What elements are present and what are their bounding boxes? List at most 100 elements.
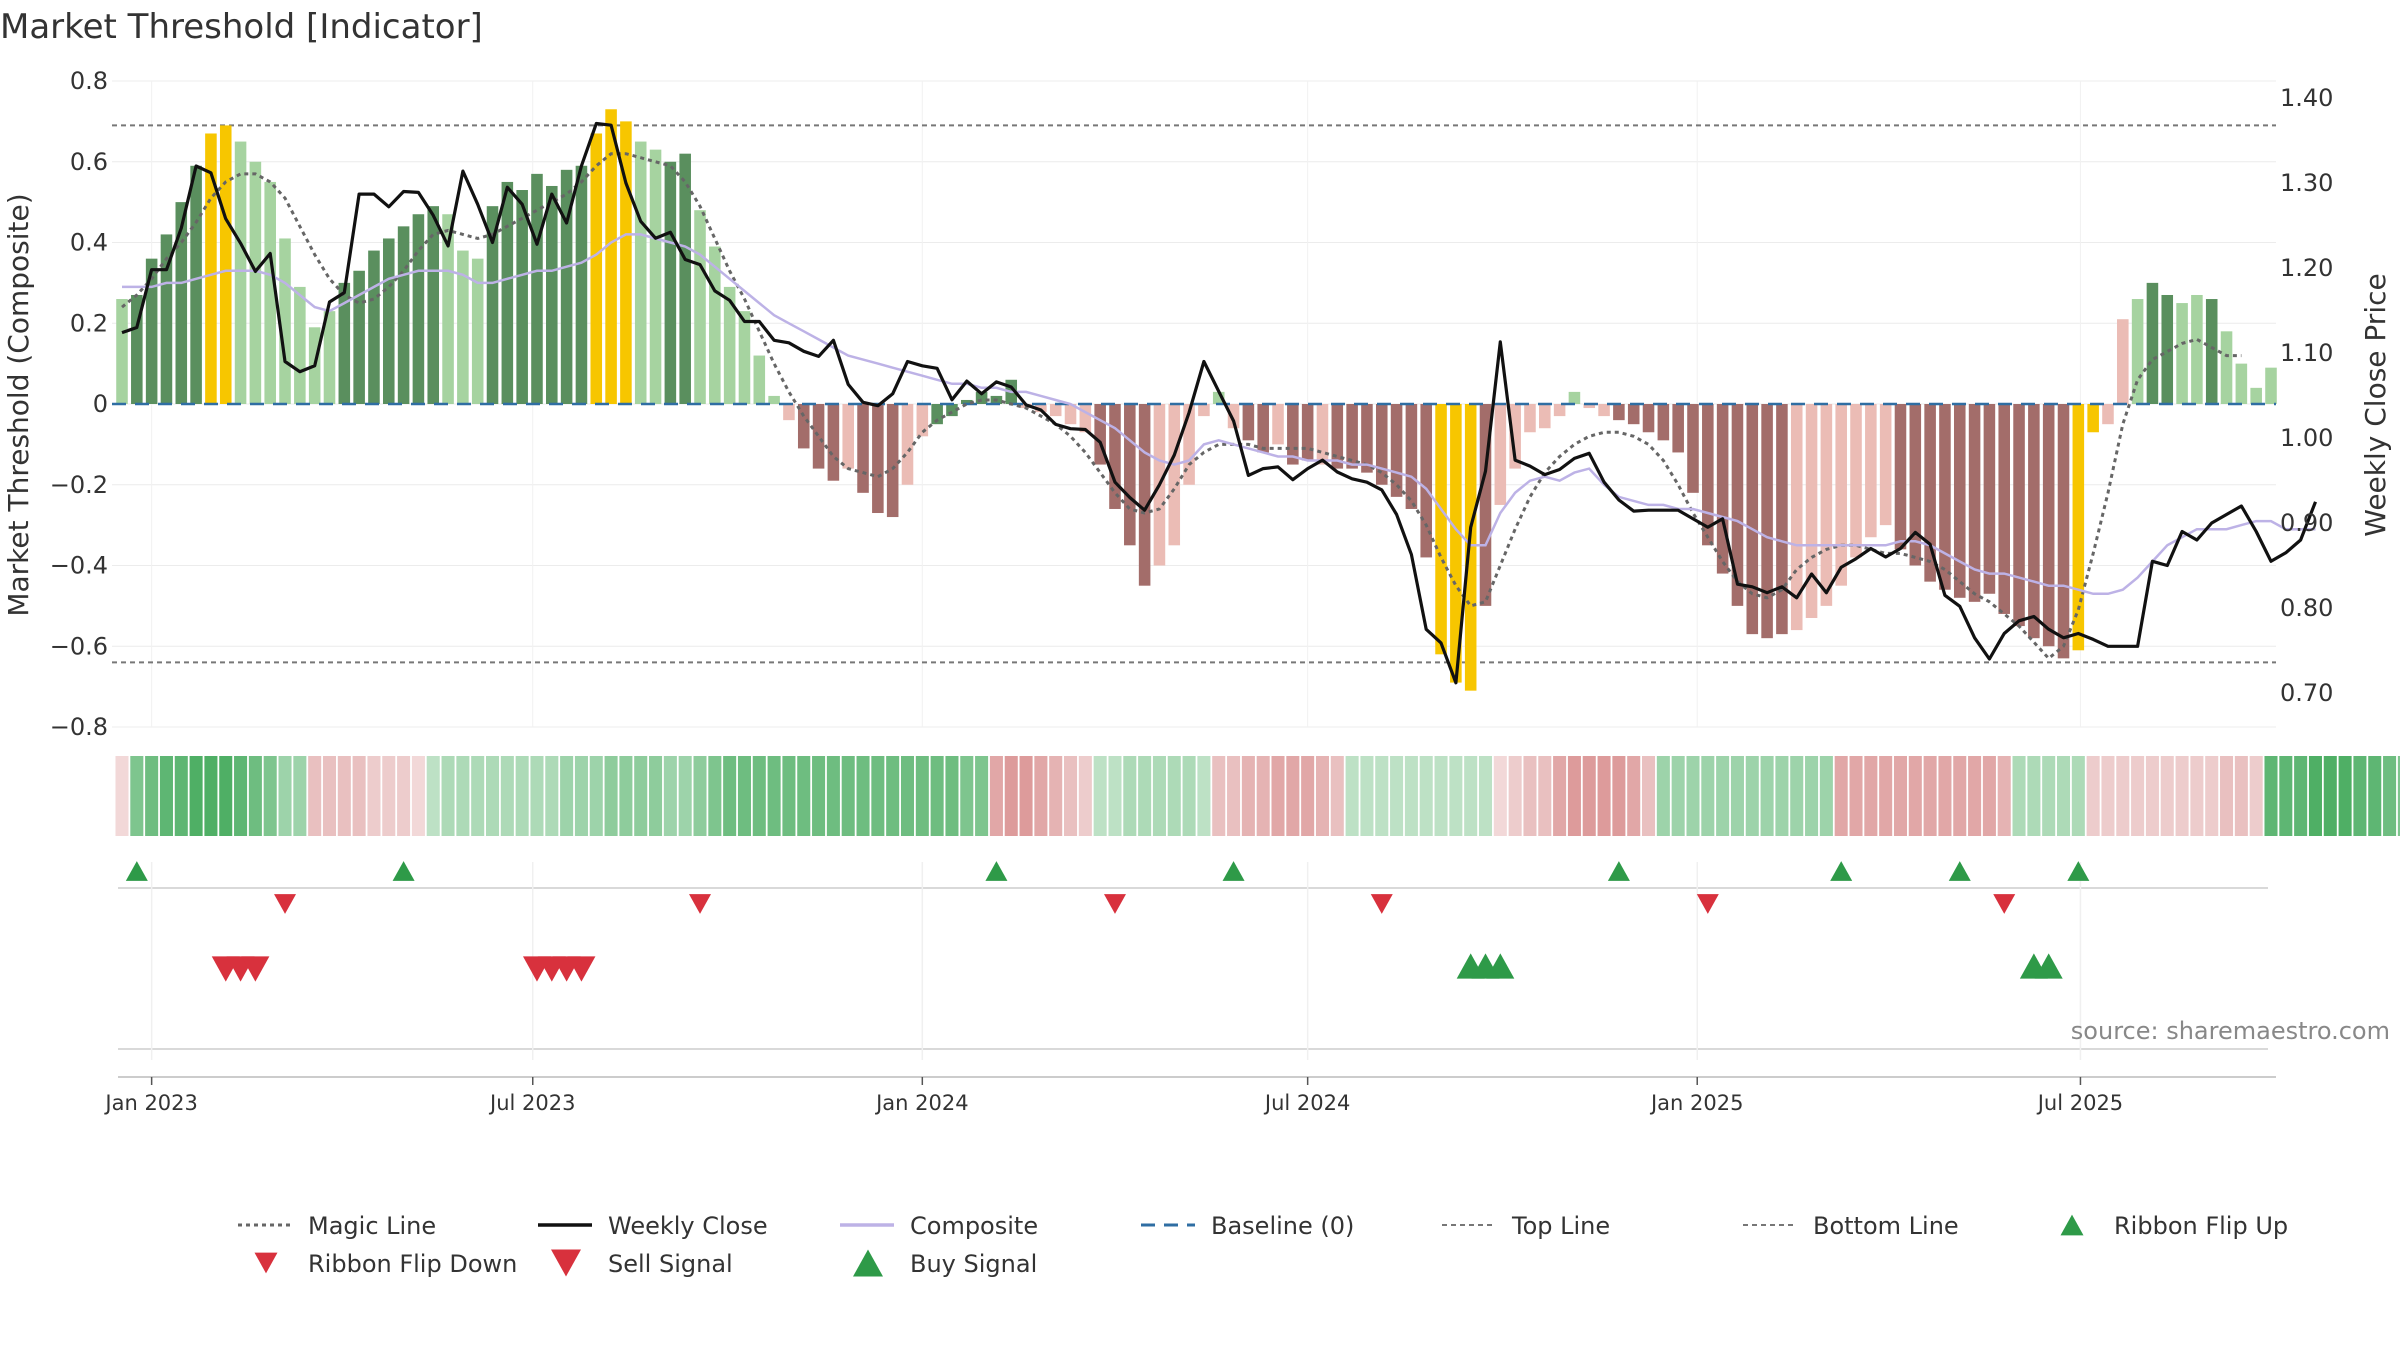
ribbon-cell [2205, 756, 2219, 836]
threshold-bar [1435, 404, 1447, 655]
threshold-bar [857, 404, 869, 493]
ribbon-cell [1301, 756, 1315, 836]
ribbon-cell [2145, 756, 2159, 836]
ribbon-flip-down-marker [1696, 894, 1719, 914]
ribbon-cell [1182, 756, 1196, 836]
threshold-bar [1257, 404, 1269, 453]
ribbon-cell [1360, 756, 1374, 836]
ribbon-cell [2086, 756, 2100, 836]
threshold-bar [2042, 404, 2055, 647]
ribbon-cell [856, 756, 870, 836]
y-tick-label: −0.4 [50, 552, 108, 580]
threshold-bar [620, 121, 632, 404]
ribbon-cell [1390, 756, 1404, 836]
legend-label: Ribbon Flip Down [308, 1250, 517, 1278]
ribbon-cell [1656, 756, 1670, 836]
ribbon-cell [1493, 756, 1507, 836]
legend-label: Composite [910, 1212, 1038, 1240]
ribbon-cell [1834, 756, 1848, 836]
ribbon-cell [1167, 756, 1181, 836]
y-tick-label: 0.8 [70, 67, 108, 95]
ribbon-cell [2338, 756, 2352, 836]
threshold-bar [501, 181, 514, 404]
threshold-bar [116, 299, 128, 404]
ribbon-cell [1938, 756, 1952, 836]
threshold-bar [1850, 404, 1862, 558]
ribbon-cell [456, 756, 470, 836]
threshold-bar [886, 404, 899, 518]
legend-item-top: Top Line [1442, 1212, 1610, 1240]
ribbon-cell [1790, 756, 1804, 836]
threshold-bar [1776, 404, 1788, 635]
ribbon-cell [649, 756, 663, 836]
threshold-bar [1094, 404, 1106, 465]
threshold-bar [397, 226, 410, 404]
threshold-bar [1109, 404, 1121, 509]
threshold-bar [1687, 404, 1699, 493]
threshold-bar [279, 238, 291, 404]
ribbon-cell [1419, 756, 1433, 836]
ribbon-cell [1464, 756, 1478, 836]
threshold-bar [664, 161, 677, 404]
y-tick-label: −0.8 [50, 713, 108, 741]
ribbon-cell [1034, 756, 1048, 836]
ribbon-cell [189, 756, 203, 836]
legend-label: Sell Signal [608, 1250, 733, 1278]
ribbon-cell [2383, 756, 2397, 836]
ribbon-cell [1212, 756, 1226, 836]
threshold-bar [1242, 404, 1255, 441]
buy-signal-marker [1486, 953, 1515, 979]
ribbon-cell [989, 756, 1003, 836]
threshold-bar [1464, 404, 1477, 691]
threshold-bar [2013, 404, 2025, 627]
ribbon-cell [263, 756, 277, 836]
threshold-bar [1983, 404, 1996, 594]
threshold-bar [2250, 387, 2262, 404]
legend-item-composite: Composite [840, 1212, 1038, 1240]
threshold-bar [1613, 404, 1625, 421]
threshold-bar [1346, 404, 1358, 469]
ribbon-cell [1345, 756, 1359, 836]
ribbon-flip-down-marker [1993, 894, 2016, 914]
threshold-bar [1953, 404, 1966, 598]
threshold-bar [323, 311, 336, 404]
ribbon-cell [1716, 756, 1730, 836]
threshold-bar [931, 404, 943, 425]
ribbon-cell [1197, 756, 1211, 836]
y-axis-label: Market Threshold (Composite) [2, 193, 35, 616]
ribbon-cell [2160, 756, 2174, 836]
ribbon-flip-up-marker [392, 861, 415, 881]
chart-title: Market Threshold [Indicator] [0, 7, 483, 47]
ribbon-cell [1805, 756, 1819, 836]
ribbon-flip-up-marker [125, 861, 148, 881]
ribbon-cell [1864, 756, 1878, 836]
ribbon-flip-up-marker [1830, 861, 1853, 881]
threshold-bar [916, 404, 929, 437]
threshold-bar [872, 404, 884, 514]
ribbon-cell [1138, 756, 1152, 836]
threshold-bar [531, 173, 543, 404]
ribbon-cell [1078, 756, 1092, 836]
threshold-bar [338, 282, 351, 404]
threshold-bar [1731, 404, 1744, 606]
ribbon-cell [1508, 756, 1522, 836]
ribbon-cell [411, 756, 425, 836]
threshold-bar [649, 149, 662, 404]
threshold-bar [1939, 404, 1951, 590]
ribbon-cell [1730, 756, 1744, 836]
ribbon-cell [604, 756, 618, 836]
threshold-bar [827, 404, 840, 481]
ribbon-cell [248, 756, 262, 836]
ribbon-flip-down-marker [274, 894, 297, 914]
ribbon-cell [2234, 756, 2248, 836]
threshold-bar [1479, 404, 1492, 606]
y2-tick-label: 1.30 [2280, 169, 2333, 197]
ribbon-cell [678, 756, 692, 836]
y2-tick-label: 0.90 [2280, 509, 2333, 537]
threshold-bar [738, 311, 751, 404]
threshold-bar [1138, 404, 1151, 586]
threshold-bar [946, 404, 958, 417]
x-tick-label: Jul 2024 [1263, 1091, 1350, 1115]
y2-tick-label: 0.70 [2280, 679, 2333, 707]
ribbon-cell [2131, 756, 2145, 836]
